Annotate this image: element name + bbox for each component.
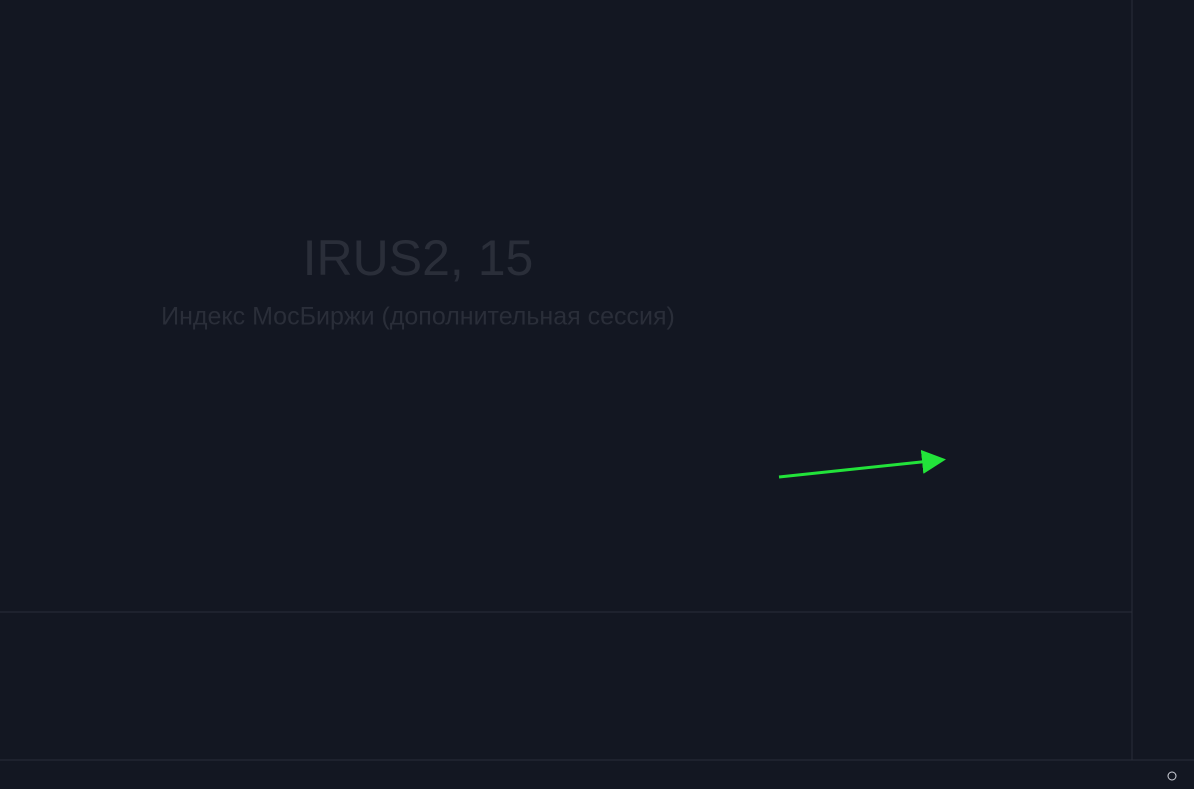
watermark-subtitle: Индекс МосБиржи (дополнительная сессия)	[161, 303, 675, 331]
watermark-title: IRUS2, 15	[303, 230, 534, 286]
trend-arrow	[778, 449, 946, 479]
settings-icon[interactable]	[1167, 771, 1177, 781]
